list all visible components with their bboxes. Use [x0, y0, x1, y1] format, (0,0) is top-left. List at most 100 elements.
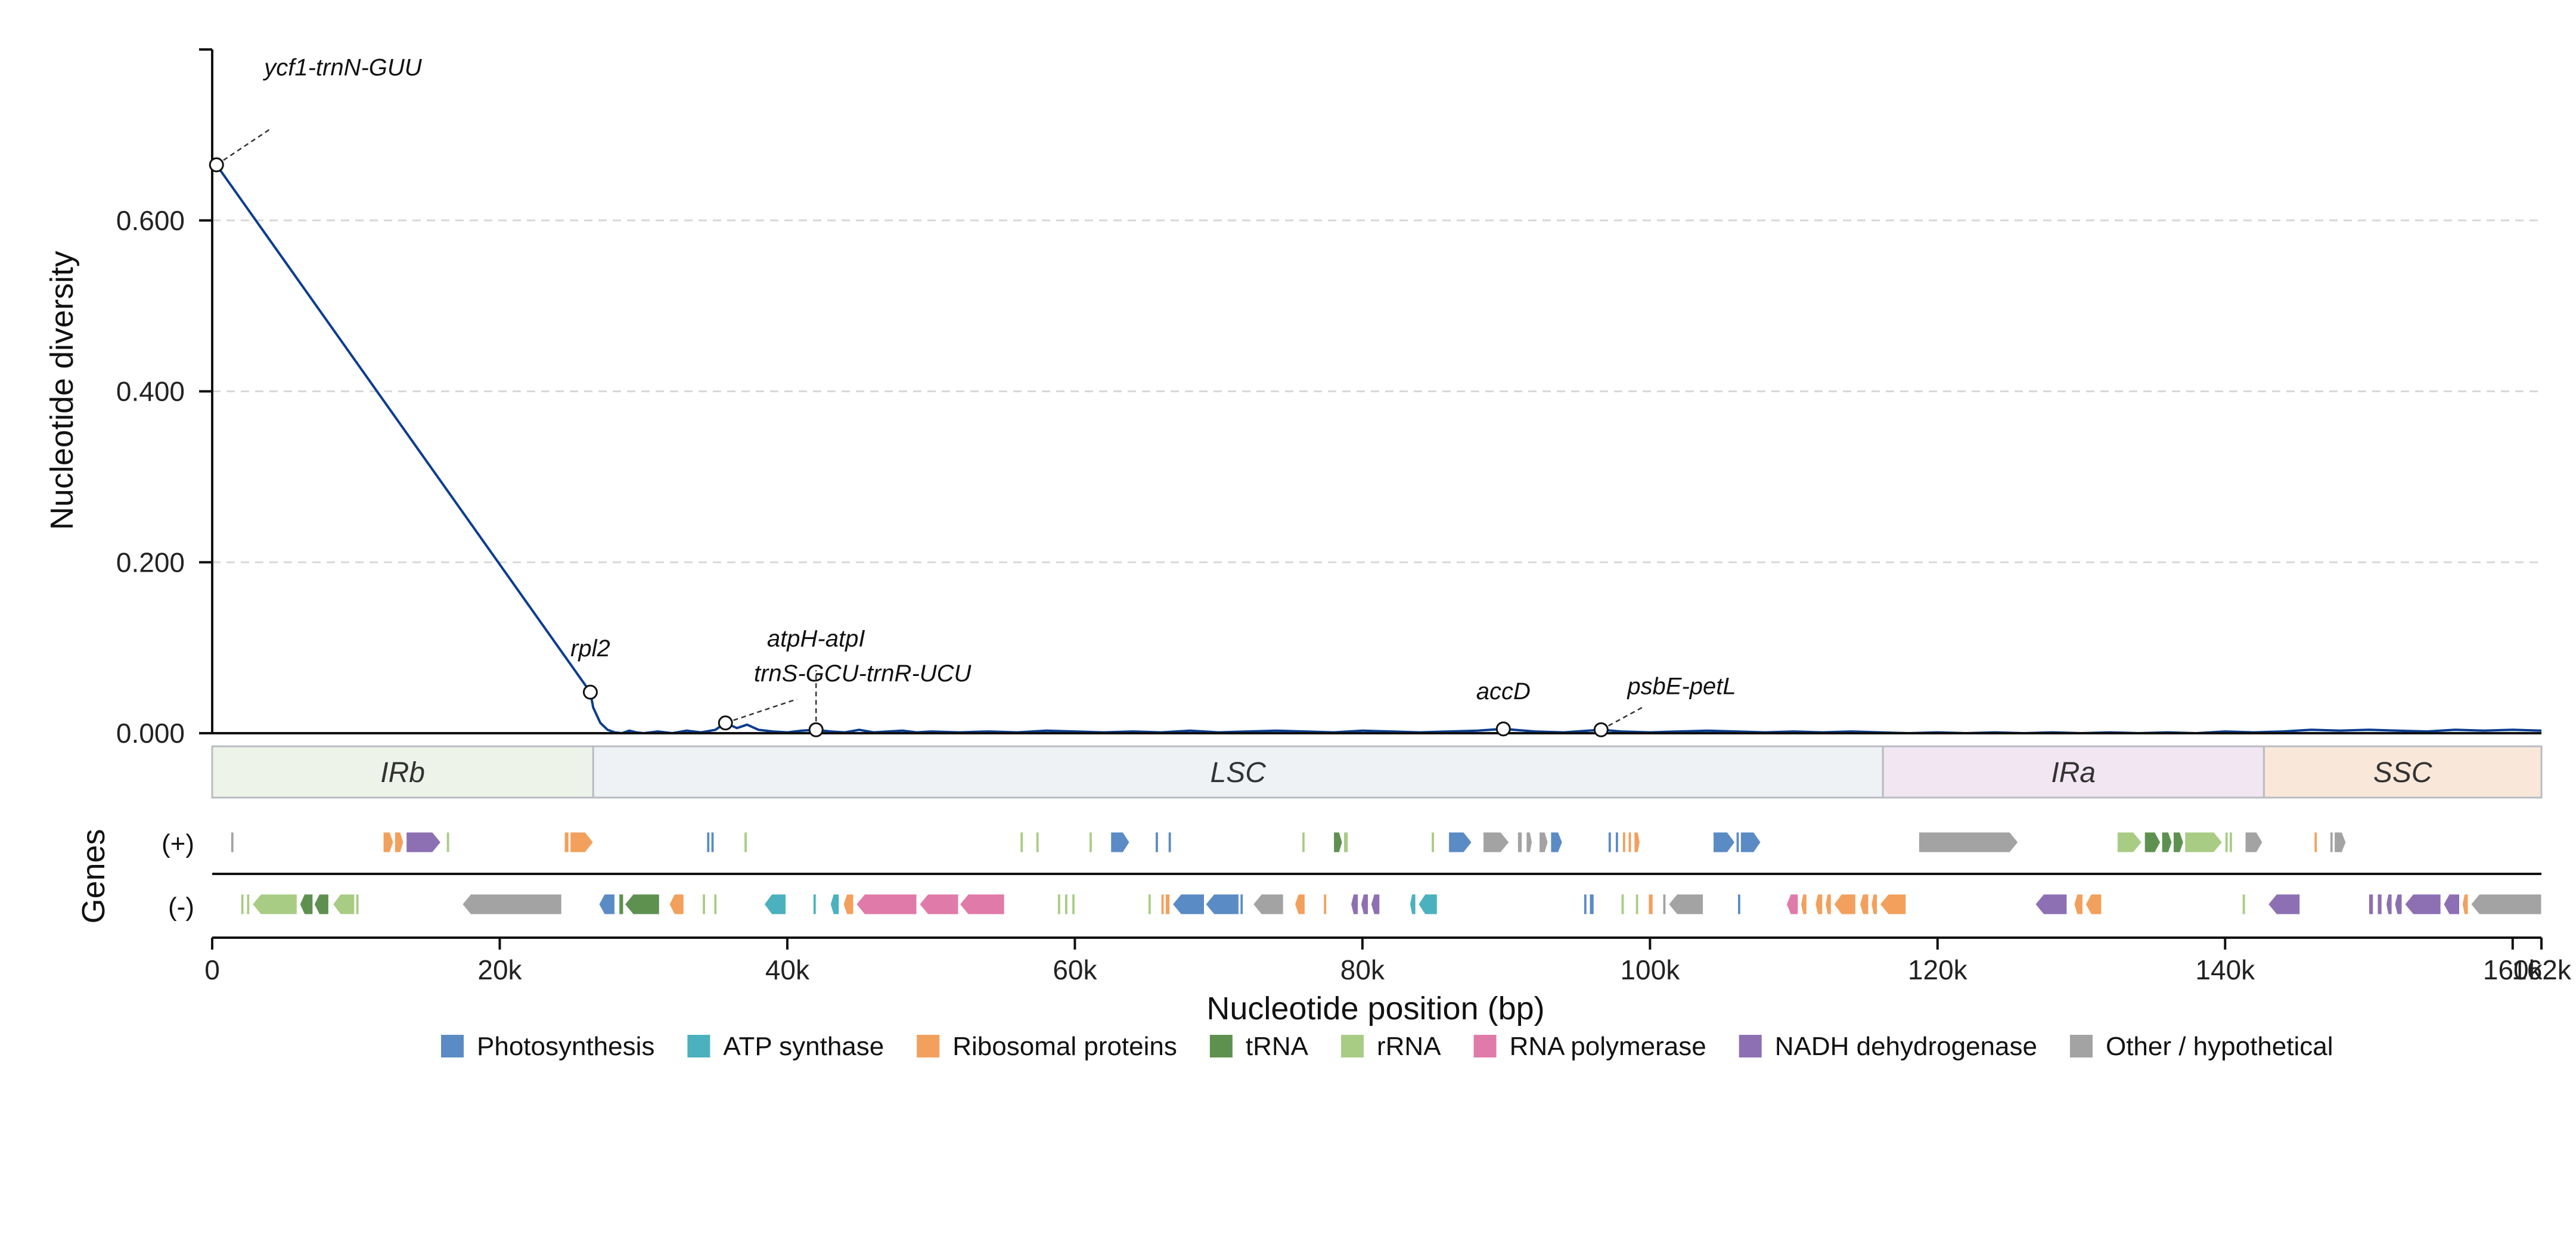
x-tick-label: 160k: [2483, 954, 2543, 985]
gene-arrow: [1786, 894, 1799, 915]
y-tick-label: 0.200: [116, 547, 185, 578]
gene-arrow: [1020, 832, 1024, 853]
legend-swatch: [917, 1035, 940, 1057]
gene-arrow: [843, 894, 854, 915]
gene-tracks: [212, 832, 2542, 915]
gene-arrow: [2377, 894, 2382, 915]
gene-arrow: [355, 894, 359, 915]
gene-arrow: [812, 894, 817, 915]
gene-arrow: [1072, 894, 1075, 915]
gene-arrow: [2369, 894, 2374, 915]
gene-arrow: [2404, 894, 2441, 915]
gene-arrow: [2334, 832, 2347, 853]
gene-arrow: [1483, 832, 1510, 853]
gene-arrow: [669, 894, 684, 915]
gene-arrow: [1064, 894, 1068, 915]
gene-arrow: [2085, 894, 2102, 915]
gene-arrow: [1370, 894, 1380, 915]
gene-arrow: [2385, 894, 2392, 915]
legend-label: Ribosomal proteins: [952, 1032, 1177, 1061]
highlight-point: [582, 684, 598, 700]
gene-arrow: [1147, 894, 1152, 915]
legend-label: Other / hypothetical: [2106, 1032, 2333, 1061]
x-tick-label: 140k: [2195, 954, 2255, 985]
gene-arrow: [1333, 832, 1343, 853]
legend-label: RNA polymerase: [1510, 1032, 1706, 1061]
gene-arrow: [1634, 832, 1640, 853]
gene-arrow: [1801, 894, 1807, 915]
gene-arrow: [2074, 894, 2083, 915]
gene-arrow: [2268, 894, 2301, 915]
x-tick-label: 80k: [1340, 954, 1385, 985]
gene-arrow: [230, 832, 234, 853]
gene-arrow: [1448, 832, 1472, 853]
y-axis-title: Nucleotide diversity: [44, 251, 80, 530]
gene-arrow: [1294, 894, 1305, 915]
gene-arrow: [2245, 832, 2263, 853]
region-label: SSC: [2373, 757, 2432, 789]
region-label: IRb: [380, 757, 425, 789]
gene-arrow: [1057, 894, 1061, 915]
gene-arrow: [1409, 894, 1416, 915]
gene-arrow: [1825, 894, 1832, 915]
gene-arrow: [252, 894, 297, 915]
gene-arrow: [1833, 894, 1856, 915]
region-box: [211, 745, 594, 799]
gene-arrow: [1589, 894, 1594, 915]
gene-arrow: [959, 894, 1005, 915]
gene-arrow: [1815, 894, 1823, 915]
gene-arrow: [1539, 832, 1548, 853]
gene-arrow: [2144, 832, 2161, 853]
y-tick-label: 0.600: [116, 205, 185, 236]
gene-arrow: [856, 894, 917, 915]
gene-arrow: [240, 894, 244, 915]
gene-arrow: [1635, 894, 1639, 915]
x-tick-label: 162k: [2512, 954, 2572, 985]
gene-arrow: [1351, 894, 1359, 915]
gene-arrow: [713, 894, 718, 915]
gene-arrow: [2329, 832, 2333, 853]
gene-arrow: [2443, 894, 2460, 915]
gene-arrow: [1621, 894, 1625, 915]
gene-arrow: [564, 832, 569, 853]
x-tick-label: 40k: [765, 954, 810, 985]
legend-swatch: [1739, 1035, 1762, 1057]
highlight-point: [1593, 722, 1609, 737]
legend: Photosynthesis ATP synthase Ribosomal prot…: [441, 1032, 2333, 1061]
gene-arrow: [446, 832, 450, 853]
gene-arrow: [1165, 894, 1171, 915]
gene-arrow: [314, 894, 329, 915]
annotation-rpl2: rpl2: [570, 635, 610, 662]
gene-arrow: [1526, 832, 1533, 853]
gene-arrow: [1154, 832, 1159, 853]
gene-arrow: [702, 894, 706, 915]
region-box: [1882, 745, 2265, 799]
legend-swatch: [2069, 1035, 2093, 1057]
gene-arrow: [1736, 832, 1740, 853]
gene-arrow: [1343, 832, 1349, 853]
region-label: IRa: [2051, 757, 2096, 789]
gene-arrow: [1302, 832, 1305, 853]
gene-arrow: [1918, 832, 2019, 853]
x-axis-title: Nucleotide position (bp): [1206, 991, 1544, 1026]
gene-arrow: [2172, 832, 2184, 853]
legend-swatch: [1473, 1035, 1497, 1057]
diversity-line: [215, 164, 2542, 734]
gene-arrow: [619, 894, 624, 915]
gene-arrow: [394, 832, 404, 853]
gene-arrow: [2394, 894, 2403, 915]
gene-arrow: [1583, 894, 1587, 915]
gene-arrow: [710, 832, 715, 853]
gene-arrow: [1871, 894, 1877, 915]
gene-arrow: [1160, 894, 1165, 915]
region-label: LSC: [1211, 757, 1267, 789]
annotation-psbE-petL: psbE-petL: [1627, 673, 1736, 699]
gene-arrow: [1168, 832, 1172, 853]
x-tick-label: 20k: [477, 954, 522, 985]
gene-arrow: [570, 832, 594, 853]
genome-region-bar: IRb LSC IRa SSC: [211, 745, 2543, 799]
gene-arrow: [1550, 832, 1563, 853]
legend-swatch: [1209, 1035, 1233, 1057]
gene-arrow: [1662, 894, 1666, 915]
region-box: [592, 745, 1884, 799]
